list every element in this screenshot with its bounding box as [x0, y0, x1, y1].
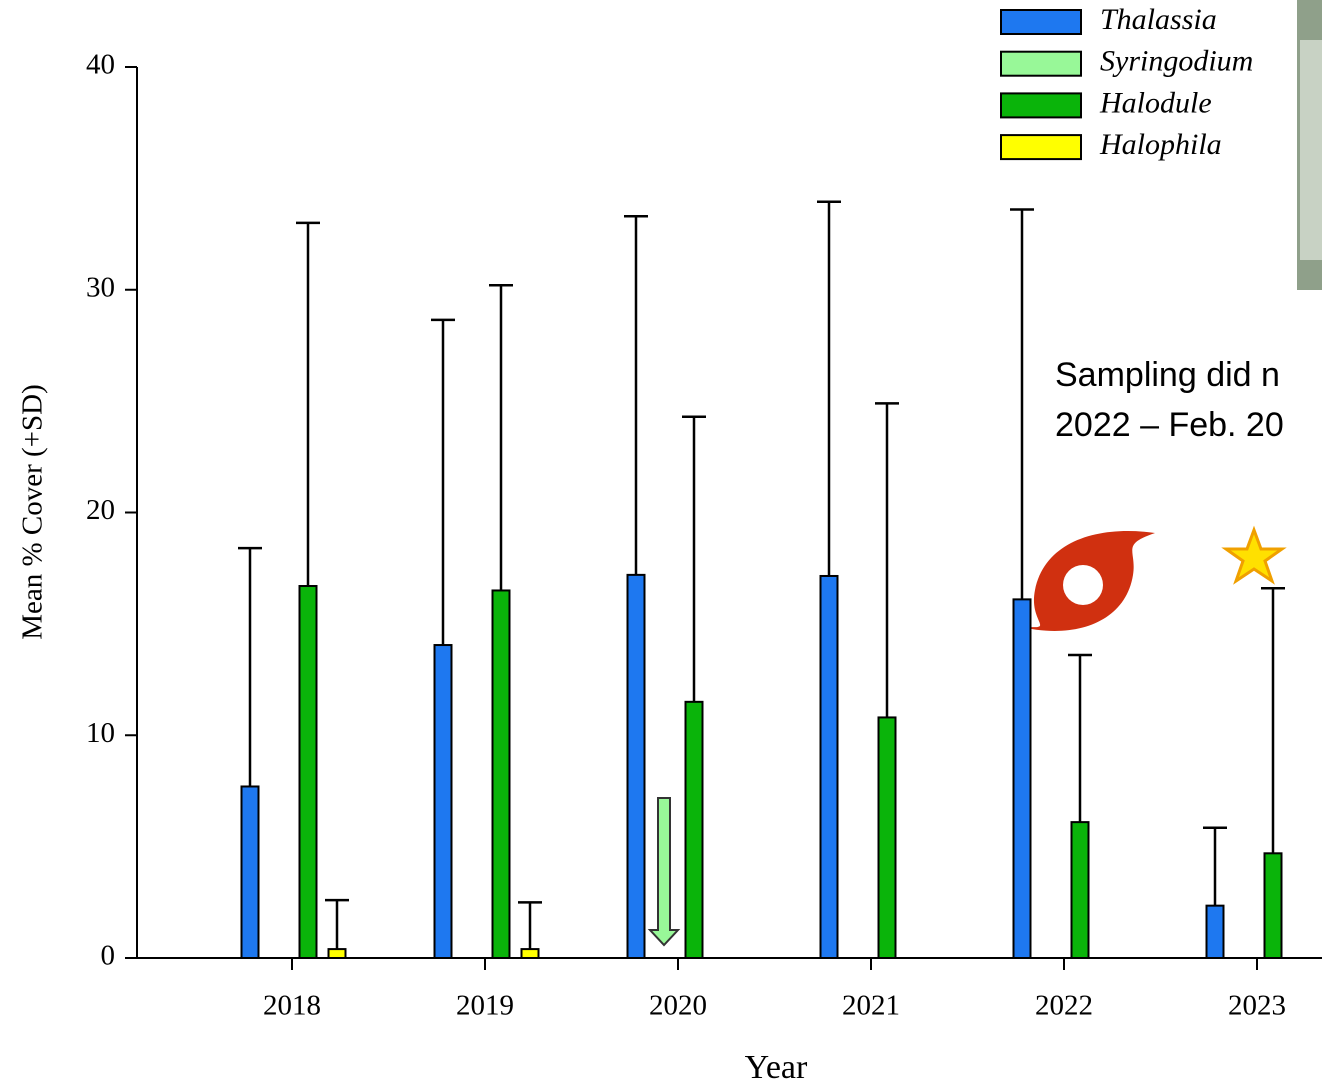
annotation: Sampling did n	[1055, 356, 1280, 394]
x-tick-label: 2019	[456, 990, 514, 1022]
x-tick-label: 2020	[649, 990, 707, 1022]
error-bar	[682, 417, 706, 702]
y-tick-label: 30	[86, 271, 115, 303]
error-bar	[1261, 588, 1285, 853]
bar	[329, 949, 346, 958]
legend-swatch	[1001, 93, 1081, 117]
y-tick-label: 10	[86, 717, 115, 749]
legend-swatch	[1001, 10, 1081, 34]
bar	[821, 576, 838, 958]
legend-label: Halophila	[1099, 128, 1222, 161]
error-bar	[431, 320, 455, 645]
bar	[435, 645, 452, 958]
chart: Mean % Cover (+SD) Year Sampling did n 2…	[0, 0, 1322, 1091]
x-axis-title: Year	[745, 1049, 808, 1086]
legend-label: Halodule	[1099, 86, 1212, 119]
x-tick-label: 2022	[1035, 990, 1093, 1022]
bar	[1014, 599, 1031, 958]
legend-swatch	[1001, 52, 1081, 76]
error-bar	[817, 202, 841, 576]
legend-swatch	[1001, 135, 1081, 159]
bar	[1072, 822, 1089, 958]
bar	[628, 575, 645, 958]
bar	[686, 702, 703, 958]
bar	[1207, 906, 1224, 958]
annotation: 2022 – Feb. 20	[1055, 406, 1284, 444]
photo-detail	[1300, 40, 1322, 260]
y-tick-label: 40	[86, 49, 115, 81]
error-bar	[624, 216, 648, 575]
bar	[522, 949, 539, 958]
x-tick-label: 2023	[1228, 990, 1286, 1022]
bar	[1265, 853, 1282, 958]
bar	[242, 786, 259, 958]
bar	[493, 590, 510, 958]
x-tick-label: 2021	[842, 990, 900, 1022]
y-tick-label: 0	[101, 940, 116, 972]
y-axis-title: Mean % Cover (+SD)	[17, 384, 49, 640]
y-tick-label: 20	[86, 494, 115, 526]
x-tick-label: 2018	[263, 990, 321, 1022]
error-bar	[1203, 828, 1227, 906]
bar	[300, 586, 317, 958]
error-bar	[1068, 655, 1092, 822]
bar	[879, 717, 896, 958]
error-bar	[489, 285, 513, 590]
error-bar	[875, 403, 899, 717]
hurricane-icon	[1018, 531, 1155, 631]
legend-label: Syringodium	[1100, 45, 1253, 78]
error-bar	[518, 902, 542, 949]
error-bar	[325, 900, 349, 949]
error-bar	[296, 223, 320, 586]
error-bar	[1010, 210, 1034, 600]
legend-label: Thalassia	[1100, 3, 1217, 36]
star-icon	[1226, 530, 1282, 581]
error-bar	[238, 548, 262, 786]
arrow	[650, 798, 678, 945]
